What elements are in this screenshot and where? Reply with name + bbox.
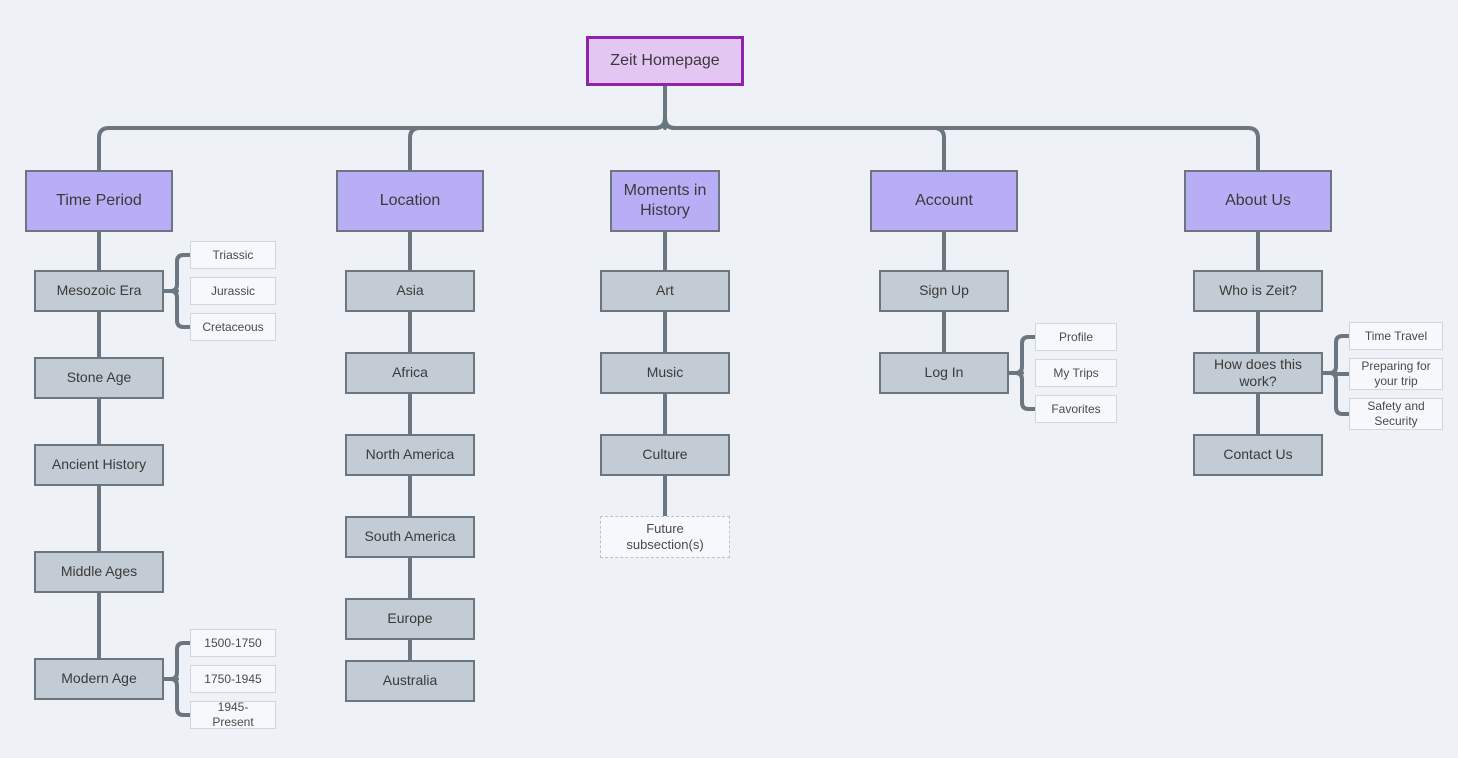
node-hw3: Safety and Security — [1349, 398, 1443, 430]
node-ma1: 1500-1750 — [190, 629, 276, 657]
node-li1: Profile — [1035, 323, 1117, 351]
node-lo6: Australia — [345, 660, 475, 702]
node-ac2: Log In — [879, 352, 1009, 394]
connector — [99, 86, 665, 170]
node-ma2: 1750-1945 — [190, 665, 276, 693]
connector — [1009, 337, 1035, 373]
node-ab3: Contact Us — [1193, 434, 1323, 476]
node-hw1: Time Travel — [1349, 322, 1443, 350]
node-mh4: Future subsection(s) — [600, 516, 730, 558]
node-tp4: Middle Ages — [34, 551, 164, 593]
node-ac1: Sign Up — [879, 270, 1009, 312]
sitemap-diagram: Zeit Homepage Time Period Location Moments … — [0, 0, 1458, 758]
node-li3: Favorites — [1035, 395, 1117, 423]
node-hw2: Preparing for your trip — [1349, 358, 1443, 390]
node-lo4: South America — [345, 516, 475, 558]
node-lo5: Europe — [345, 598, 475, 640]
node-c3: Moments in History — [610, 170, 720, 232]
connector — [1323, 336, 1349, 373]
connector — [410, 86, 665, 170]
node-root: Zeit Homepage — [586, 36, 744, 86]
node-ab2: How does this work? — [1193, 352, 1323, 394]
node-c5: About Us — [1184, 170, 1332, 232]
node-lo1: Asia — [345, 270, 475, 312]
node-me3: Cretaceous — [190, 313, 276, 341]
node-c4: Account — [870, 170, 1018, 232]
node-ma3: 1945-Present — [190, 701, 276, 729]
node-tp5: Modern Age — [34, 658, 164, 700]
node-me1: Triassic — [190, 241, 276, 269]
node-c1: Time Period — [25, 170, 173, 232]
connector — [1009, 373, 1035, 409]
node-li2: My Trips — [1035, 359, 1117, 387]
node-tp3: Ancient History — [34, 444, 164, 486]
node-mh3: Culture — [600, 434, 730, 476]
node-tp1: Mesozoic Era — [34, 270, 164, 312]
node-me2: Jurassic — [190, 277, 276, 305]
node-tp2: Stone Age — [34, 357, 164, 399]
connector — [665, 86, 1258, 170]
connector — [665, 86, 944, 170]
connector — [164, 291, 190, 327]
node-c2: Location — [336, 170, 484, 232]
connector — [1323, 373, 1349, 414]
connector — [164, 255, 190, 291]
node-lo2: Africa — [345, 352, 475, 394]
node-ab1: Who is Zeit? — [1193, 270, 1323, 312]
node-lo3: North America — [345, 434, 475, 476]
connector — [164, 679, 190, 715]
node-mh1: Art — [600, 270, 730, 312]
connector — [164, 643, 190, 679]
connector — [1323, 373, 1349, 374]
node-mh2: Music — [600, 352, 730, 394]
